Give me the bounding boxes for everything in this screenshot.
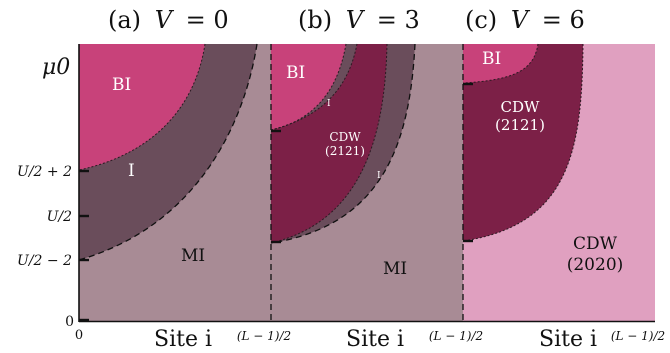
band-insulator-region bbox=[79, 44, 205, 170]
cdw-2121-label-line2: (2121) bbox=[495, 116, 545, 134]
cdw-2121-region bbox=[463, 44, 583, 241]
y-axis-labels: μ0 U/2 + 2 U/2 U/2 − 2 0 bbox=[17, 55, 74, 330]
x-axis-title: Site i bbox=[346, 327, 404, 352]
panel-c: BI CDW (2121) CDW (2020) bbox=[462, 43, 655, 321]
panel-a: BI I MI bbox=[78, 43, 271, 321]
mi-label: MI bbox=[383, 259, 407, 279]
x-end-label: (L − 1)/2 bbox=[429, 329, 483, 343]
mi-label: MI bbox=[181, 246, 205, 266]
band-insulator-region bbox=[463, 44, 538, 83]
x-end-label: (L − 1)/2 bbox=[237, 329, 291, 343]
cdw-label-line2: (2121) bbox=[325, 144, 365, 158]
y-tick-label: U/2 − 2 bbox=[17, 253, 72, 269]
cdw-label-line1: CDW bbox=[329, 130, 361, 144]
cdw-2020-label-line2: (2020) bbox=[567, 255, 624, 275]
bi-boundary-line bbox=[462, 43, 539, 84]
panel-b-title: (b) V = 3 bbox=[298, 6, 420, 34]
cdw-lower-boundary-line bbox=[270, 43, 388, 244]
x-axis-labels: 0 Site i (L − 1)/2 Site i (L − 1)/2 Site… bbox=[75, 327, 665, 352]
bi-label: BI bbox=[286, 63, 305, 83]
cdw-2121-label-line1: CDW bbox=[501, 98, 541, 116]
panel-b: BI I CDW (2121) I MI bbox=[270, 43, 463, 321]
y-axis-title: μ0 bbox=[42, 55, 70, 80]
panel-a-title: (a) V = 0 bbox=[108, 6, 229, 34]
bi-label: BI bbox=[482, 49, 501, 69]
panel-titles: (a) V = 0 (b) V = 3 (c) V = 6 bbox=[108, 6, 585, 34]
bi-boundary-line bbox=[78, 43, 206, 171]
cdw-2020-label-line1: CDW bbox=[573, 234, 618, 254]
i-label-top: I bbox=[327, 99, 331, 109]
y-tick-label: U/2 bbox=[47, 209, 73, 225]
mi-boundary-dashed-line bbox=[270, 43, 416, 244]
cdw-upper-boundary-line bbox=[270, 43, 358, 131]
x-axis-title: Site i bbox=[539, 327, 597, 352]
panel-c-title: (c) V = 6 bbox=[465, 6, 585, 34]
y-tick-label: 0 bbox=[65, 314, 74, 330]
i-label: I bbox=[128, 161, 135, 181]
x-axis-title: Site i bbox=[154, 327, 212, 352]
mi-boundary-dashed-line bbox=[78, 43, 258, 261]
cdw-boundary-line bbox=[462, 43, 584, 242]
x-start-label: 0 bbox=[75, 328, 83, 343]
axes bbox=[78, 44, 655, 323]
band-insulator-region bbox=[271, 44, 346, 130]
bi-label: BI bbox=[112, 75, 131, 95]
i-label-bottom: I bbox=[377, 171, 381, 181]
y-tick-label: U/2 + 2 bbox=[17, 164, 72, 180]
x-end-label: (L − 1)/2 bbox=[611, 329, 665, 343]
